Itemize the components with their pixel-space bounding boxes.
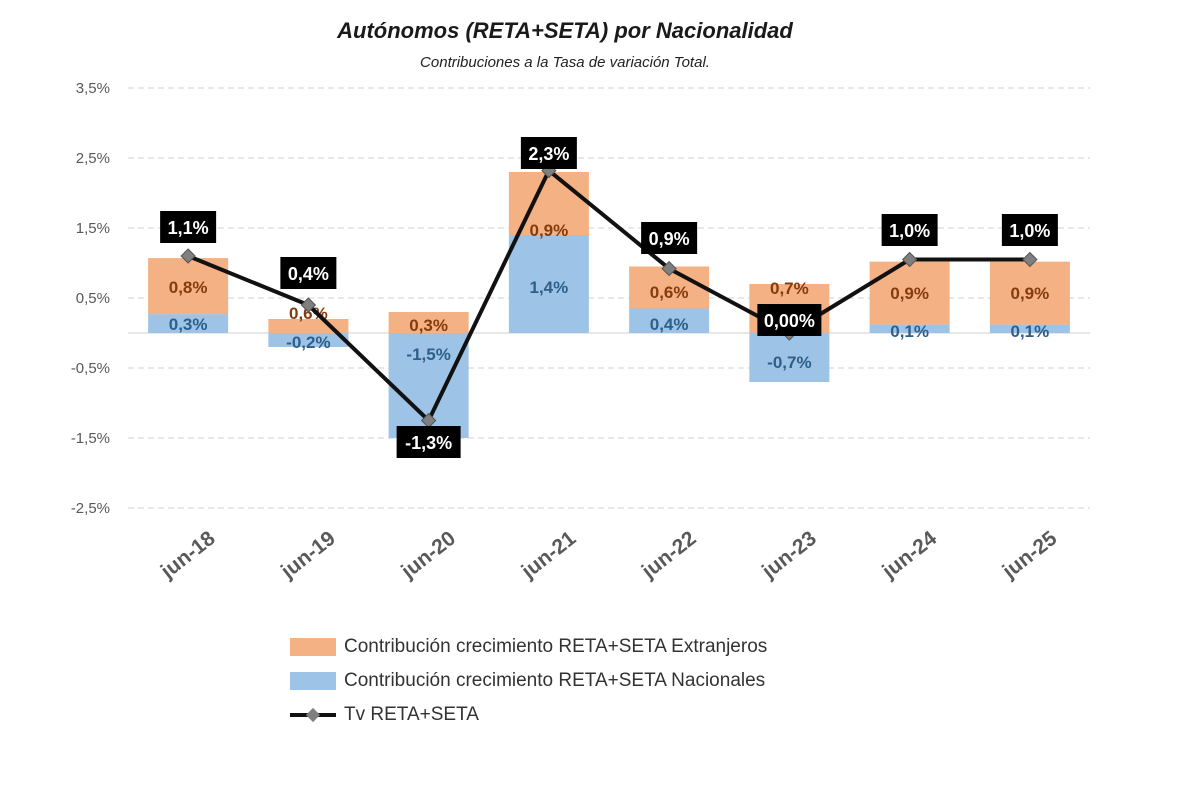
legend-item-tv: Tv RETA+SETA xyxy=(290,698,767,732)
data-label-extranjeros: 0,6% xyxy=(650,283,689,302)
bar-nacionales xyxy=(148,314,229,333)
legend-label-nacionales: Contribución crecimiento RETA+SETA Nacio… xyxy=(344,670,766,691)
bar-extranjeros xyxy=(989,261,1070,325)
y-axis-ticks: 3,5% 2,5% 1,5% 0,5% -0,5% -1,5% -2,5% xyxy=(71,80,110,517)
y-tick-label: 3,5% xyxy=(76,80,110,97)
data-label-box-tv xyxy=(1001,214,1058,246)
data-label-box-tv xyxy=(881,214,938,246)
bar-layer xyxy=(148,172,1070,438)
data-label-nacionales: -1,5% xyxy=(406,345,450,364)
data-label-extranjeros: 0,9% xyxy=(890,284,929,303)
x-axis-ticks: jun-18 jun-19 jun-20 jun-21 jun-22 jun-23 jun-… xyxy=(156,527,1062,584)
data-label-extranjeros: 0,6% xyxy=(289,304,328,323)
y-tick-label: -0,5% xyxy=(71,360,110,377)
legend-line-marker-icon xyxy=(290,706,336,724)
data-label-extranjeros: 0,3% xyxy=(409,316,448,335)
line-marker xyxy=(901,251,918,268)
y-tick-label: 2,5% xyxy=(76,150,110,167)
data-label-extranjeros: 0,9% xyxy=(1011,284,1050,303)
line-label-layer: 1,1% 0,4% -1,3% 2,3% 0,9% 0,00% 1,0% 1,0% xyxy=(160,137,1058,458)
x-tick-label: jun-22 xyxy=(637,527,701,584)
legend-swatch-extranjeros xyxy=(290,638,336,656)
data-label-tv: 0,4% xyxy=(288,264,329,284)
bar-extranjeros xyxy=(869,261,950,325)
data-label-tv: 1,0% xyxy=(889,221,930,241)
data-label-nacionales: -0,2% xyxy=(286,333,330,352)
series-line-tv xyxy=(187,168,1030,423)
x-tick-label: jun-23 xyxy=(757,527,821,584)
data-label-tv: 0,9% xyxy=(649,229,690,249)
data-label-tv: 1,0% xyxy=(1009,221,1050,241)
bar-nacionales xyxy=(869,324,950,333)
data-label-nacionales: 0,1% xyxy=(890,322,929,341)
legend-swatch-nacionales xyxy=(290,672,336,690)
legend: Contribución crecimiento RETA+SETA Extra… xyxy=(290,630,767,732)
line-marker xyxy=(661,260,677,277)
bar-nacionales xyxy=(508,235,589,333)
data-label-extranjeros: 0,8% xyxy=(169,278,208,297)
legend-label-tv: Tv RETA+SETA xyxy=(344,704,479,725)
line-marker xyxy=(1022,251,1038,268)
legend-item-nacionales: Contribución crecimiento RETA+SETA Nacio… xyxy=(290,664,767,698)
data-label-nacionales: 1,4% xyxy=(530,278,569,297)
data-label-nacionales: 0,1% xyxy=(1011,322,1050,341)
bar-nacionales xyxy=(989,324,1070,333)
data-label-tv: 2,3% xyxy=(528,144,569,164)
legend-label-extranjeros: Contribución crecimiento RETA+SETA Extra… xyxy=(344,636,768,657)
bar-nacionales xyxy=(749,333,830,382)
data-label-nacionales: 0,3% xyxy=(169,315,208,334)
data-label-nacionales: -0,7% xyxy=(767,353,811,372)
data-label-tv: 0,00% xyxy=(764,311,815,331)
x-tick-label: jun-18 xyxy=(156,527,220,584)
legend-item-extranjeros: Contribución crecimiento RETA+SETA Extra… xyxy=(290,630,767,664)
bar-extranjeros xyxy=(388,312,469,333)
data-label-extranjeros: 0,9% xyxy=(530,221,569,240)
line-marker xyxy=(180,248,196,264)
line-marker xyxy=(300,297,317,313)
chart-title: Autónomos (RETA+SETA) por Nacionalidad xyxy=(337,18,793,43)
y-tick-label: -1,5% xyxy=(71,430,110,447)
data-label-box-tv xyxy=(280,257,337,289)
y-tick-label: 0,5% xyxy=(76,290,110,307)
x-tick-label: jun-19 xyxy=(276,527,340,584)
bar-nacionales xyxy=(268,333,349,347)
y-tick-label: 1,5% xyxy=(76,220,110,237)
data-label-tv: -1,3% xyxy=(405,433,452,453)
x-tick-label: jun-20 xyxy=(396,527,460,584)
bar-label-layer: 0,8% 0,3% 0,6% -0,2% 0,3% -1,5% 0,9% 1,4% 0,6% 0,… xyxy=(169,221,1050,372)
data-label-box-tv xyxy=(396,426,461,458)
data-label-tv: 1,1% xyxy=(168,218,209,238)
x-tick-label: jun-24 xyxy=(877,527,941,584)
x-tick-label: jun-21 xyxy=(517,527,581,584)
data-label-nacionales: 0,4% xyxy=(650,315,689,334)
data-label-box-tv xyxy=(641,222,698,254)
x-tick-label: jun-25 xyxy=(998,527,1062,584)
data-label-box-tv xyxy=(160,211,217,243)
data-label-box-tv xyxy=(520,137,577,169)
data-label-box-tv xyxy=(757,304,822,336)
bar-nacionales xyxy=(629,308,710,333)
y-tick-label: -2,5% xyxy=(71,500,110,517)
chart-subtitle: Contribuciones a la Tasa de variación To… xyxy=(420,54,710,71)
data-label-extranjeros: 0,7% xyxy=(770,279,809,298)
